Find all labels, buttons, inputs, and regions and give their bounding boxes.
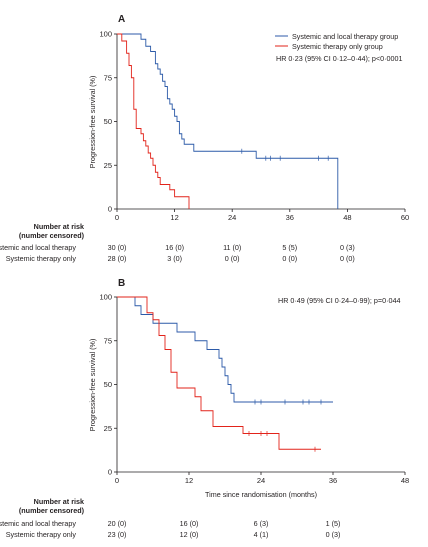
- panel-a-risk-cell: 30 (0): [108, 243, 127, 252]
- panel-b-hazard-ratio: HR 0·49 (95% CI 0·24–0·99); p=0·044: [278, 296, 400, 305]
- panel-b-y-tick-label: 25: [104, 424, 112, 433]
- panel-b-risk-cells: 20 (0) 16 (0) 6 (3) 1 (5) 23 (0) 12 (0) 4 (1) 0…: [108, 519, 341, 539]
- panel-b-risk-row-label-systemic-only: Systemic therapy only: [6, 530, 77, 539]
- panel-b-x-tick-label: 48: [401, 476, 409, 485]
- panel-a-y-axis-label: Progression-free survival (%): [88, 76, 97, 169]
- panel-a-risk-cell: 0 (0): [282, 254, 297, 263]
- panel-b-curves: [117, 296, 333, 452]
- panel-a-risk-title: Number at risk: [34, 222, 84, 231]
- panel-b-x-tick-label: 24: [257, 476, 265, 485]
- panel-a-risk-subtitle: (number censored): [19, 231, 85, 240]
- panel-b-x-tick-label: 12: [185, 476, 193, 485]
- panel-a-label: A: [118, 14, 125, 25]
- panel-b-y-tick-label: 50: [104, 380, 112, 389]
- panel-a-y-tick-label: 100: [99, 30, 112, 39]
- panel-a-y-tick-label: 50: [104, 117, 112, 126]
- panel-b-y-tick-label: 100: [99, 293, 112, 302]
- panel-a-hazard-ratio: HR 0·23 (95% CI 0·12–0·44); p<0·0001: [276, 54, 402, 63]
- panel-b-y-tick-label: 0: [108, 468, 112, 477]
- panel-a-curves: [117, 33, 339, 209]
- panel-a-x-tick-label: 12: [170, 213, 178, 222]
- panel-b-risk-cell: 16 (0): [180, 519, 199, 528]
- panel-b-risk-cell: 20 (0): [108, 519, 127, 528]
- panel-a-risk-cells: 30 (0) 16 (0) 11 (0) 5 (5) 0 (3) 28 (0) 3 (0) 0…: [108, 243, 355, 263]
- panel-a-y-tick-label: 0: [108, 205, 112, 214]
- panel-b-y-tick-label: 75: [104, 336, 112, 345]
- panel-b: B Progression-free survival (%) 0 12 24 36 4…: [0, 278, 409, 539]
- panel-a-x-tick-label: 48: [343, 213, 351, 222]
- panel-a: A Progression-free survival (%) 0 12 24 36 4…: [0, 14, 409, 263]
- panel-a-x-tick-label: 24: [228, 213, 236, 222]
- panel-b-risk-cell: 23 (0): [108, 530, 127, 539]
- panel-a-curve-systemic_local: [117, 33, 339, 209]
- panel-a-curve-systemic_only: [117, 33, 190, 209]
- panel-b-risk-cell: 0 (3): [326, 530, 341, 539]
- panel-b-risk-cell: 1 (5): [326, 519, 341, 528]
- panel-a-risk-table: Number at risk (number censored) Systemi…: [0, 222, 355, 263]
- legend-label-systemic-only: Systemic therapy only group: [292, 42, 383, 51]
- panel-b-risk-cell: 6 (3): [254, 519, 269, 528]
- panel-b-y-axis-label: Progression-free survival (%): [88, 339, 97, 432]
- panel-a-ticks: 0 12 24 36 48 60 0 25 50 75 100: [99, 30, 409, 222]
- panel-a-risk-cell: 0 (0): [225, 254, 240, 263]
- panel-a-risk-row-label-systemic-only: Systemic therapy only: [6, 254, 77, 263]
- panel-a-risk-cell: 0 (3): [340, 243, 355, 252]
- panel-b-x-axis-label: Time since randomisation (months): [205, 490, 317, 499]
- panel-b-risk-row-label-systemic-local: Systemic and local therapy: [0, 519, 76, 528]
- panel-b-x-tick-label: 36: [329, 476, 337, 485]
- panel-a-risk-cell: 5 (5): [282, 243, 297, 252]
- panel-a-risk-cell: 0 (0): [340, 254, 355, 263]
- panel-a-x-tick-label: 60: [401, 213, 409, 222]
- panel-b-curve-systemic_local: [117, 296, 333, 403]
- panel-a-risk-cell: 3 (0): [167, 254, 182, 263]
- panel-b-ticks: 0 12 24 36 48 0 25 50 75 100: [99, 293, 409, 485]
- panel-a-risk-cell: 28 (0): [108, 254, 127, 263]
- panel-b-risk-cell: 4 (1): [254, 530, 269, 539]
- panel-b-curve-systemic_only: [117, 296, 321, 450]
- panel-b-risk-table: Number at risk (number censored) Systemi…: [0, 497, 340, 539]
- panel-b-risk-title: Number at risk: [34, 497, 84, 506]
- panel-a-x-tick-label: 36: [286, 213, 294, 222]
- panel-a-risk-cell: 11 (0): [223, 243, 241, 252]
- panel-a-risk-cell: 16 (0): [165, 243, 184, 252]
- panel-a-y-tick-label: 25: [104, 161, 112, 170]
- panel-b-risk-subtitle: (number censored): [19, 506, 85, 515]
- panel-b-label: B: [118, 278, 125, 289]
- panel-b-x-tick-label: 0: [115, 476, 119, 485]
- panel-a-legend: Systemic and local therapy group Systemi…: [275, 32, 402, 63]
- legend-label-systemic-local: Systemic and local therapy group: [292, 32, 398, 41]
- panel-a-x-tick-label: 0: [115, 213, 119, 222]
- panel-a-risk-row-label-systemic-local: Systemic and local therapy: [0, 243, 76, 252]
- panel-a-y-tick-label: 75: [104, 73, 112, 82]
- panel-b-risk-cell: 12 (0): [180, 530, 199, 539]
